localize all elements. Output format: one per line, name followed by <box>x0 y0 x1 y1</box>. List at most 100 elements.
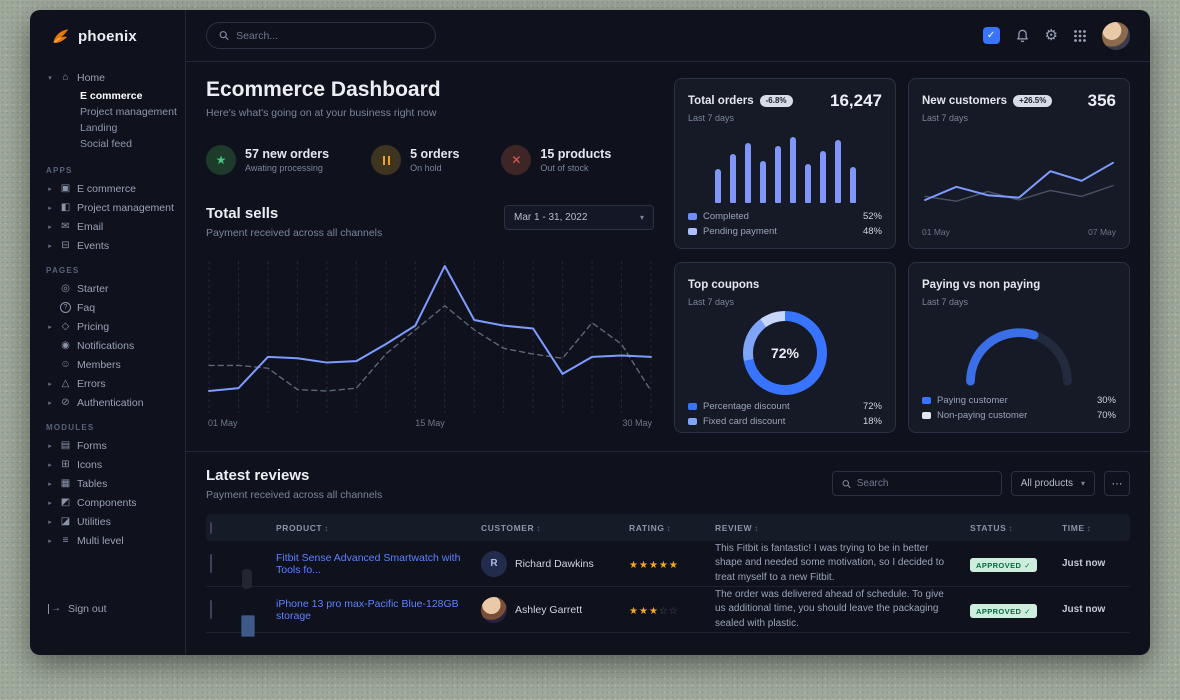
card-period: Last 7 days <box>922 297 969 307</box>
chevron-right-icon: ▸ <box>48 242 52 250</box>
column-header-time[interactable]: TIME ↕ <box>1062 522 1092 533</box>
chevron-right-icon: ▸ <box>48 185 52 193</box>
theme-toggle-icon[interactable]: ✓ <box>982 27 1000 44</box>
total-sells-title: Total sells <box>206 205 279 222</box>
brand[interactable]: phoenix <box>30 10 185 62</box>
chevron-right-icon: ▸ <box>48 399 52 407</box>
top-coupons-donut-chart: 72% <box>743 311 827 395</box>
sidebar-item-utilities[interactable]: ▸ ◪ Utilities <box>46 512 179 531</box>
sidebar-item-e-commerce[interactable]: E commerce <box>80 90 143 102</box>
home-icon: ⌂ <box>62 71 69 83</box>
sidebar-item-events[interactable]: ▸ ⊟ Events <box>46 236 179 255</box>
sidebar-item-pricing[interactable]: ▸ ◇ Pricing <box>46 317 179 336</box>
sidebar-item-members[interactable]: ☺ Members <box>46 355 179 374</box>
sidebar-item-multi-level[interactable]: ▸ ≡ Multi level <box>46 531 179 550</box>
sidebar-item-home[interactable]: ▾ ⌂ Home <box>46 68 179 87</box>
legend-label: Percentage discount <box>703 401 790 412</box>
sidebar-item-errors[interactable]: ▸ △ Errors <box>46 374 179 393</box>
sort-icon: ↕ <box>324 523 329 533</box>
x-axis-label: 01 May <box>922 227 950 237</box>
bell-icon[interactable] <box>1015 28 1030 44</box>
sidebar-item-notifications[interactable]: ◉ Notifications <box>46 336 179 355</box>
stat-caption: On hold <box>410 163 442 173</box>
date-range-select[interactable]: Mar 1 - 31, 2022 ▾ <box>504 205 654 230</box>
sidebar-item-social-feed[interactable]: Social feed <box>80 138 132 150</box>
sidebar-nav: ▾ ⌂ Home E commerce Project management L… <box>30 62 185 655</box>
compass-icon: ◎ <box>61 282 70 294</box>
card-title: Total orders <box>688 95 754 107</box>
sidebar-item-apps-project-management[interactable]: ▸ ◧ Project management <box>46 198 179 217</box>
select-all-checkbox[interactable] <box>210 521 212 534</box>
apps-grid-icon[interactable] <box>1073 29 1087 43</box>
product-filter-select[interactable]: All products ▾ <box>1010 471 1095 496</box>
x-axis-label: 15 May <box>415 418 445 428</box>
calendar-icon: ⊟ <box>61 239 70 251</box>
chevron-right-icon: ▸ <box>48 537 52 545</box>
sidebar-item-components[interactable]: ▸ ◩ Components <box>46 493 179 512</box>
legend-swatch <box>688 418 697 425</box>
column-header-status[interactable]: STATUS ↕ <box>970 522 1013 533</box>
search-icon <box>842 479 851 488</box>
sign-out-label: Sign out <box>68 603 107 615</box>
sidebar-item-starter[interactable]: ◎ Starter <box>46 279 179 298</box>
topbar-search[interactable] <box>206 22 436 49</box>
star-badge-icon: ★ <box>206 145 236 175</box>
sidebar-item-tables[interactable]: ▸ ▦ Tables <box>46 474 179 493</box>
cart-icon: ▣ <box>60 182 71 194</box>
customer-avatar: R <box>481 550 507 577</box>
chevron-down-icon: ▾ <box>639 213 644 222</box>
row-checkbox[interactable] <box>210 599 212 619</box>
sort-icon: ↕ <box>754 523 759 533</box>
sidebar-item-landing[interactable]: Landing <box>80 122 118 134</box>
status-badge: APPROVED ✓ <box>970 604 1037 618</box>
more-actions-button[interactable]: ⋯ <box>1104 471 1130 496</box>
legend-label: Pending payment <box>703 226 777 237</box>
page-title: Ecommerce Dashboard <box>206 78 441 101</box>
sidebar-item-label: Errors <box>77 377 106 390</box>
sidebar-item-email[interactable]: ▸ ✉ Email <box>46 217 179 236</box>
top-coupons-card: Top coupons Last 7 days 72% Percentage d… <box>674 262 896 433</box>
row-checkbox[interactable] <box>210 553 212 573</box>
legend-row: Fixed card discount 18% <box>688 416 882 427</box>
legend-row: Non-paying customer 70% <box>922 410 1116 421</box>
topbar: ✓ ⚙ <box>186 10 1150 62</box>
chevron-right-icon: ▸ <box>48 480 52 488</box>
column-header-review[interactable]: REVIEW ↕ <box>715 522 759 533</box>
stat-caption: Awating processing <box>245 163 323 173</box>
total-orders-bar-chart <box>688 123 882 211</box>
stat-value: 57 new orders <box>245 147 330 161</box>
sidebar-item-label: Multi level <box>77 534 124 547</box>
sidebar-item-label: Tables <box>77 477 108 490</box>
column-header-product[interactable]: PRODUCT ↕ <box>276 522 329 533</box>
new-customers-card: New customers +26.5% Last 7 days 356 01 M… <box>908 78 1130 249</box>
legend-swatch <box>688 228 697 235</box>
legend-label: Fixed product discount <box>703 431 799 432</box>
sidebar-item-apps-ecommerce[interactable]: ▸ ▣ E commerce <box>46 179 179 198</box>
user-avatar[interactable] <box>1102 21 1130 50</box>
sidebar-item-icons[interactable]: ▸ ⊞ Icons <box>46 455 179 474</box>
search-input[interactable] <box>236 29 423 42</box>
forms-icon: ▤ <box>60 439 71 451</box>
bell-icon: ◉ <box>61 339 70 351</box>
chevron-right-icon: ▸ <box>48 380 52 388</box>
sidebar-item-faq[interactable]: ? Faq <box>46 298 179 317</box>
reviews-search[interactable] <box>831 471 1002 496</box>
total-orders-card: Total orders -6.8% Last 7 days 16,247 Com… <box>674 78 896 249</box>
sidebar-item-forms[interactable]: ▸ ▤ Forms <box>46 436 179 455</box>
column-header-customer[interactable]: CUSTOMER ↕ <box>481 522 541 533</box>
filter-value: All products <box>1020 478 1073 489</box>
reviews-search-input[interactable] <box>856 478 992 489</box>
sign-out-button[interactable]: → Sign out <box>46 599 179 629</box>
product-link[interactable]: Fitbit Sense Advanced Smartwatch with To… <box>276 551 461 576</box>
column-header-rating[interactable]: RATING ↕ <box>629 522 672 533</box>
sidebar-item-authentication[interactable]: ▸ ⊘ Authentication <box>46 393 179 412</box>
sort-icon: ↕ <box>1086 523 1092 533</box>
date-range-value: Mar 1 - 31, 2022 <box>514 212 588 223</box>
gear-icon[interactable]: ⚙ <box>1044 27 1058 44</box>
lock-icon: ⊘ <box>61 396 70 408</box>
product-link[interactable]: iPhone 13 pro max-Pacific Blue-128GB sto… <box>276 597 459 622</box>
pause-icon <box>371 145 402 175</box>
sidebar-item-project-management[interactable]: Project management <box>80 106 177 118</box>
sidebar-item-label: Members <box>77 358 121 371</box>
utilities-icon: ◪ <box>60 515 71 527</box>
